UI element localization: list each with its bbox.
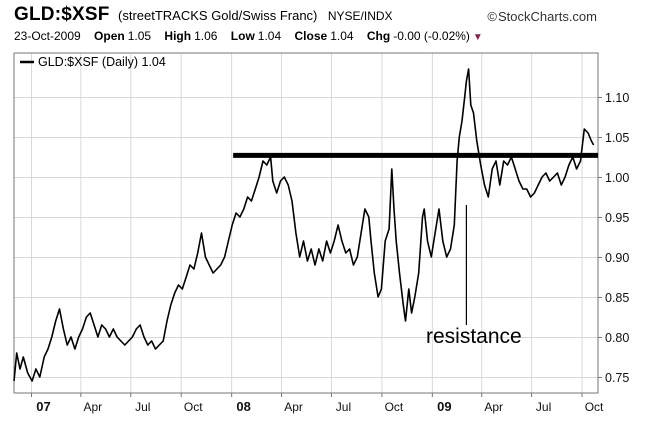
change-label: Chg: [366, 29, 391, 43]
quote-bar: 23-Oct-2009 Open 1.05 High 1.06 Low 1.04 Cl…: [14, 29, 483, 43]
x-tick-label: Jul: [336, 400, 351, 414]
x-tick-label: Apr: [484, 400, 503, 414]
brand-logo: ©StockCharts.com: [487, 9, 597, 24]
close-label: Close: [294, 29, 328, 43]
price-line: [13, 68, 595, 382]
y-tick-label: 1.05: [605, 131, 629, 145]
exchange-label: NYSE/INDX: [327, 9, 393, 23]
y-tick-label: 0.85: [605, 291, 629, 305]
chart-header: GLD:$XSF (streetTRACKS Gold/Swiss Franc)…: [14, 4, 393, 26]
x-tick-label: Apr: [284, 400, 303, 414]
x-tick-label: Oct: [585, 400, 604, 414]
y-tick-label: 0.80: [605, 331, 629, 345]
high-value: 1.06: [194, 29, 218, 43]
open-label: Open: [94, 29, 125, 43]
resistance-annotation: resistance: [426, 325, 522, 348]
change-value: -0.00 (-0.02%): [393, 29, 470, 43]
quote-date: 23-Oct-2009: [14, 29, 81, 43]
copyright-icon: ©: [487, 9, 498, 24]
x-tick-label: Oct: [184, 400, 203, 414]
brand-name: StockCharts.com: [498, 9, 597, 24]
ticker-symbol: GLD:$XSF: [14, 4, 110, 25]
x-tick-label: Oct: [385, 400, 404, 414]
high-label: High: [164, 29, 192, 43]
y-tick-label: 0.90: [605, 251, 629, 265]
plot-frame: [13, 52, 599, 394]
security-name: (streetTRACKS Gold/Swiss Franc): [118, 8, 318, 23]
low-label: Low: [230, 29, 255, 43]
x-tick-label: Jul: [135, 400, 150, 414]
down-triangle-icon: ▼: [472, 32, 483, 43]
y-tick-label: 0.75: [605, 371, 629, 385]
y-tick-label: 1.10: [605, 91, 629, 105]
x-axis: 07 Apr Jul Oct 08 Apr Jul Oct 09 Apr Jul Oct: [30, 393, 604, 414]
low-value: 1.04: [257, 29, 282, 43]
y-tick-label: 1.00: [605, 171, 629, 185]
x-tick-label: 07: [36, 399, 50, 414]
close-value: 1.04: [330, 29, 354, 43]
x-tick-label: Jul: [536, 400, 551, 414]
x-tick-label: 08: [236, 399, 250, 414]
y-axis: 0.75 0.80 0.85 0.90 0.95 1.00 1.05 1.10: [598, 91, 629, 385]
y-tick-label: 0.95: [605, 211, 629, 225]
x-tick-label: Apr: [84, 400, 103, 414]
legend-label: GLD:$XSF (Daily) 1.04: [38, 55, 166, 69]
x-tick-label: 09: [437, 399, 451, 414]
open-value: 1.05: [127, 29, 152, 43]
